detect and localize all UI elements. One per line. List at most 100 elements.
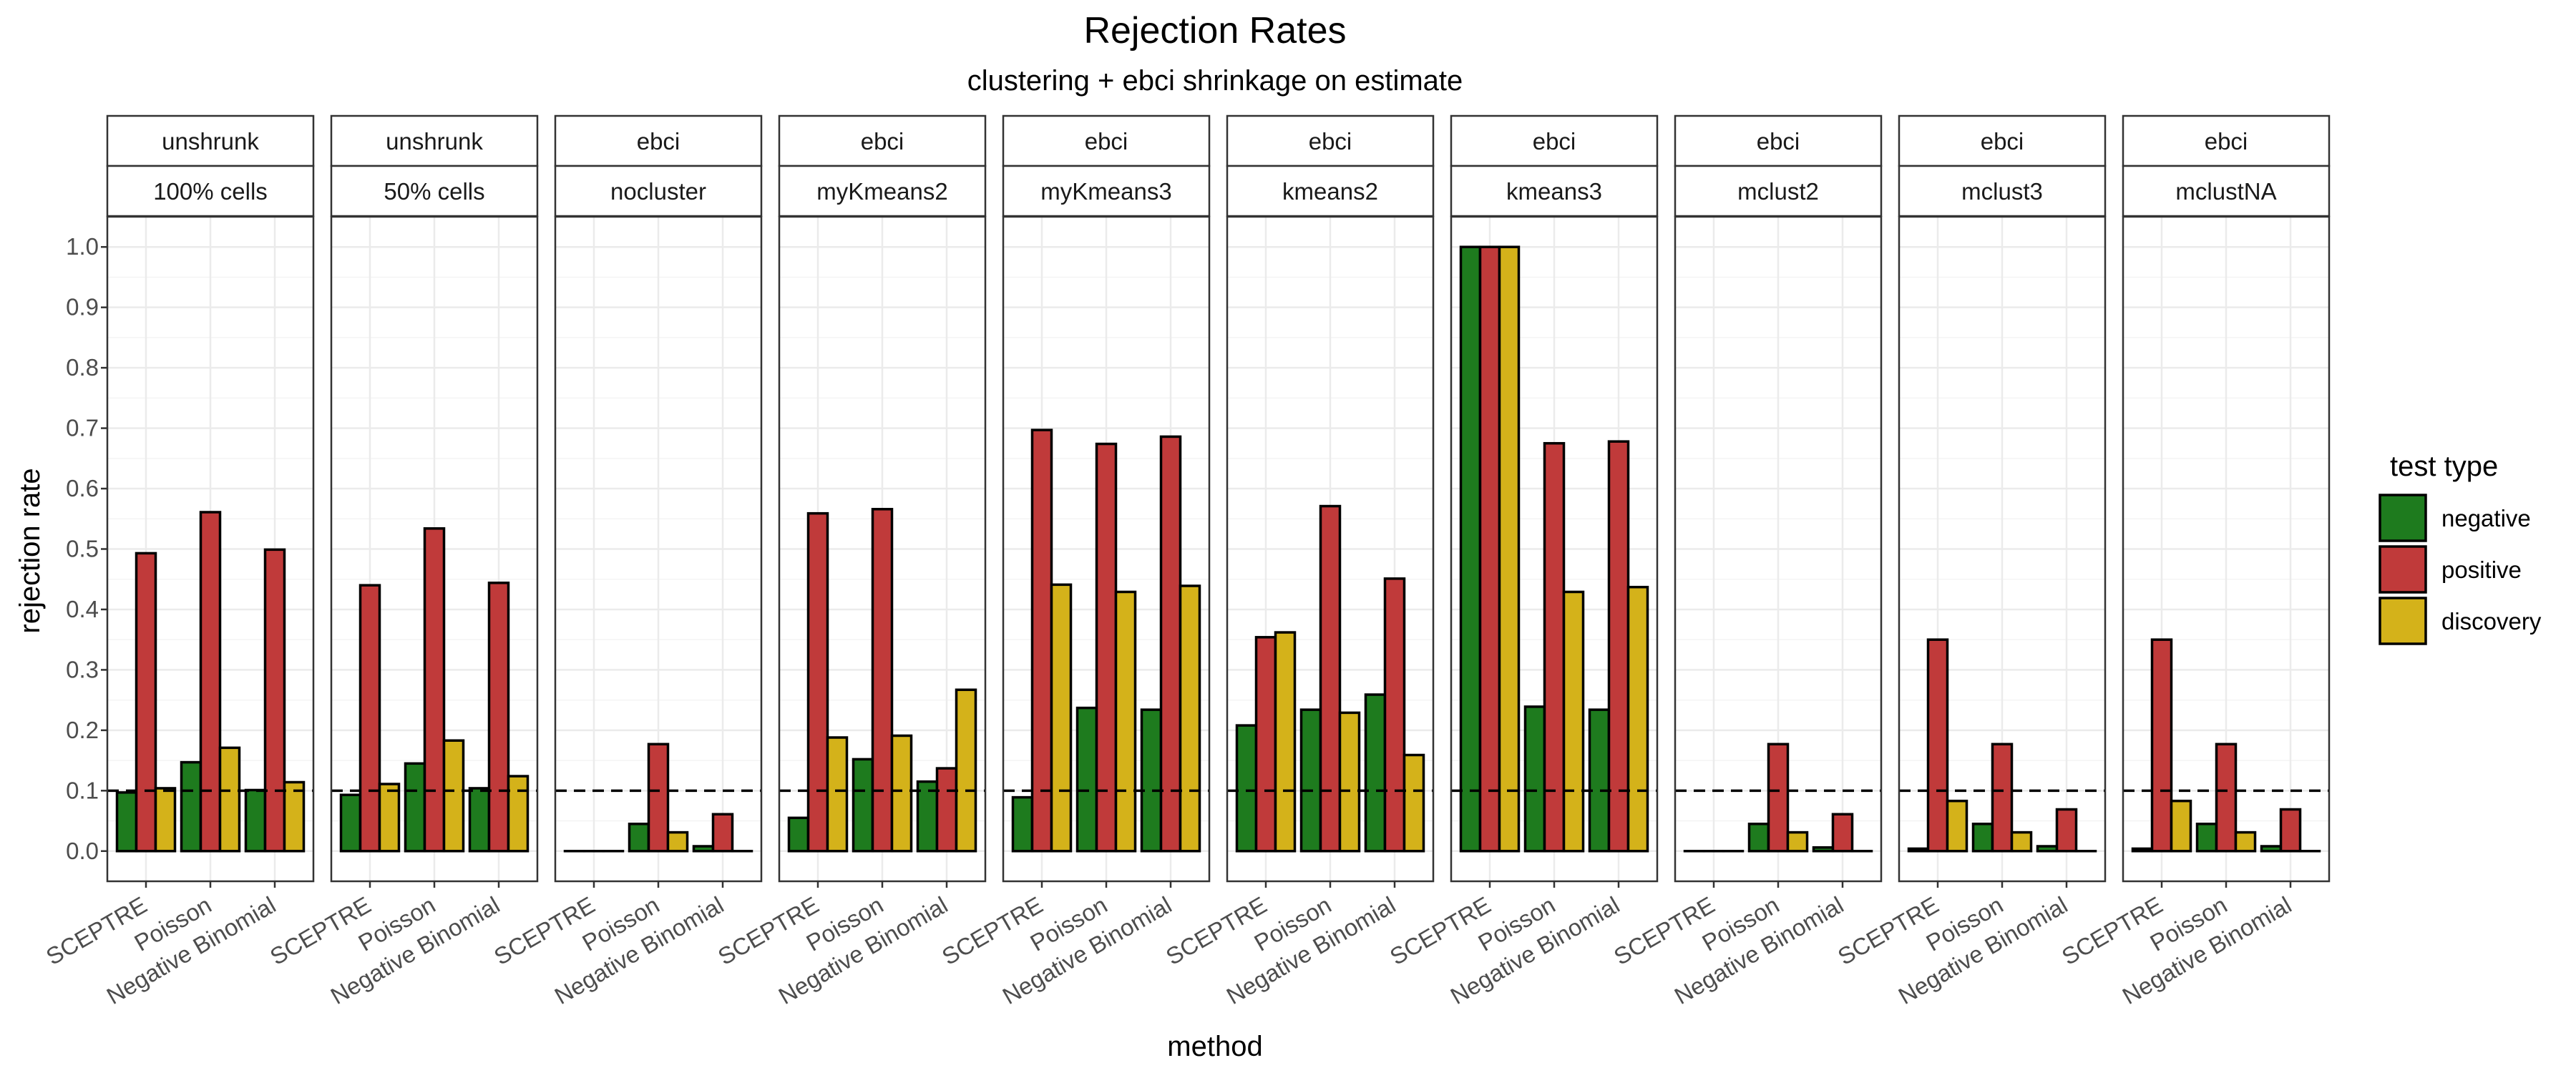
bar-negative <box>1235 724 1258 853</box>
bar-discovery <box>1050 583 1073 853</box>
y-tick-label: 0.1 <box>66 777 99 803</box>
strip-top-label: ebci <box>1757 128 1800 155</box>
strip-bottom-label: mclust3 <box>1961 178 2043 205</box>
strip-bottom-label: kmeans2 <box>1282 178 1378 205</box>
bar-positive <box>806 511 829 853</box>
strip-top-box <box>330 114 539 167</box>
bar-negative <box>2131 847 2154 853</box>
bar-positive <box>1478 245 1501 853</box>
bar-negative <box>1364 693 1387 853</box>
strip-top-label: ebci <box>2205 128 2248 155</box>
y-tick-label: 0.5 <box>66 536 99 562</box>
bar-negative <box>1459 245 1482 853</box>
strip-top-label: unshrunk <box>386 128 483 155</box>
bar-positive <box>358 584 381 853</box>
legend-swatch-discovery <box>2379 597 2427 645</box>
strip-bottom-box <box>1450 165 1659 217</box>
bar-negative <box>180 760 203 853</box>
bar-negative <box>1907 847 1930 853</box>
bar-negative <box>2036 845 2059 853</box>
y-tick-label: 0.0 <box>66 838 99 864</box>
legend-label-negative: negative <box>2441 505 2531 531</box>
strip-bottom-label: mclust2 <box>1737 178 1819 205</box>
bar-discovery <box>1338 711 1361 853</box>
bar-positive <box>1095 442 1118 853</box>
strip-bottom-label: kmeans3 <box>1506 178 1602 205</box>
strip-top-label: ebci <box>1085 128 1128 155</box>
bar-discovery <box>1786 831 1809 853</box>
bar-discovery <box>378 783 401 853</box>
bar-positive <box>135 552 157 853</box>
bar-negative <box>1140 708 1163 853</box>
bar-discovery <box>2234 831 2257 853</box>
strip-top-box <box>554 114 763 167</box>
bar-positive <box>1254 636 1277 853</box>
y-tick-label: 0.2 <box>66 717 99 743</box>
strip-top-box <box>1674 114 1883 167</box>
bar-negative <box>1075 706 1098 853</box>
strip-top-label: ebci <box>1309 128 1352 155</box>
strip-bottom-box <box>554 165 763 217</box>
y-tick-label: 1.0 <box>66 233 99 260</box>
bar-positive <box>2055 808 2078 853</box>
strip-bottom-label: nocluster <box>610 178 706 205</box>
strip-bottom-label: mclustNA <box>2175 178 2276 205</box>
bar-negative <box>1971 823 1994 853</box>
bar-negative <box>115 791 138 853</box>
strip-bottom-box <box>106 165 315 217</box>
bar-negative <box>787 816 810 853</box>
bar-positive <box>1159 435 1182 853</box>
strip-bottom-box <box>330 165 539 217</box>
bar-negative <box>628 823 650 853</box>
legend-swatch-negative <box>2379 494 2427 542</box>
x-axis-title: method <box>1167 1031 1262 1062</box>
strip-top-box <box>106 114 315 167</box>
y-axis-title: rejection rate <box>14 468 46 633</box>
y-tick-label: 0.9 <box>66 294 99 320</box>
strip-top-box <box>1450 114 1659 167</box>
y-tick-label: 0.3 <box>66 656 99 682</box>
bar-discovery <box>1562 590 1585 853</box>
bar-positive <box>2150 638 2173 853</box>
chart-subtitle: clustering + ebci shrinkage on estimate <box>967 65 1463 97</box>
bar-positive <box>1767 743 1790 853</box>
bar-discovery <box>442 739 465 853</box>
bar-positive <box>2279 808 2302 853</box>
bar-discovery <box>507 775 530 853</box>
strip-top-box <box>1898 114 2107 167</box>
bar-discovery <box>1114 590 1137 853</box>
strip-top-box <box>778 114 987 167</box>
y-tick-label: 0.7 <box>66 415 99 441</box>
legend-swatch-positive <box>2379 545 2427 594</box>
bar-negative <box>244 788 267 853</box>
bar-positive <box>263 548 286 853</box>
bar-positive <box>199 511 222 853</box>
bar-negative <box>404 762 426 853</box>
legend-label-discovery: discovery <box>2441 608 2542 635</box>
strip-top-label: ebci <box>637 128 680 155</box>
strip-top-label: ebci <box>1533 128 1576 155</box>
bar-discovery <box>890 734 913 853</box>
bar-negative <box>468 787 491 853</box>
legend-label-positive: positive <box>2441 557 2522 583</box>
strip-bottom-box <box>1226 165 1435 217</box>
y-tick-label: 0.8 <box>66 354 99 381</box>
bar-positive <box>423 527 446 853</box>
bar-negative <box>1747 823 1770 853</box>
bar-discovery <box>955 688 977 853</box>
bar-discovery <box>1498 245 1521 853</box>
bar-positive <box>487 582 510 853</box>
y-axis: 0.0 0.1 0.2 0.3 0.4 0.5 0.6 0.7 0.8 0.9 1.0 <box>66 233 107 864</box>
bar-negative <box>339 793 362 853</box>
bar-positive <box>711 813 734 853</box>
bar-negative <box>692 845 715 853</box>
